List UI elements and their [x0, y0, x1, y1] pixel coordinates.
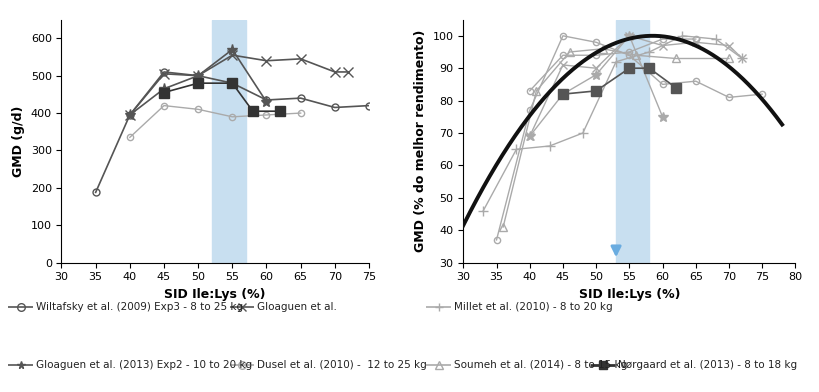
X-axis label: SID Ile:Lys (%): SID Ile:Lys (%)	[165, 288, 265, 301]
Bar	[615, 20, 649, 263]
Bar	[211, 20, 246, 263]
Text: Gloaguen et al. (2013) Exp2 - 10 to 20 kg: Gloaguen et al. (2013) Exp2 - 10 to 20 k…	[36, 360, 252, 370]
Text: Soumeh et al. (2014) - 8 to 15 kg: Soumeh et al. (2014) - 8 to 15 kg	[454, 360, 627, 370]
Text: Millet et al. (2010) - 8 to 20 kg: Millet et al. (2010) - 8 to 20 kg	[454, 302, 612, 312]
Text: Nørgaard et al. (2013) - 8 to 18 kg: Nørgaard et al. (2013) - 8 to 18 kg	[618, 360, 796, 370]
Text: Gloaguen et al.: Gloaguen et al.	[257, 302, 337, 312]
Text: Dusel et al. (2010) -  12 to 25 kg: Dusel et al. (2010) - 12 to 25 kg	[257, 360, 427, 370]
Y-axis label: GMD (% do melhor rendimento): GMD (% do melhor rendimento)	[414, 30, 427, 252]
Y-axis label: GMD (g/d): GMD (g/d)	[12, 105, 25, 177]
Text: Wiltafsky et al. (2009) Exp3 - 8 to 25 kg: Wiltafsky et al. (2009) Exp3 - 8 to 25 k…	[36, 302, 243, 312]
X-axis label: SID Ile:Lys (%): SID Ile:Lys (%)	[578, 288, 679, 301]
